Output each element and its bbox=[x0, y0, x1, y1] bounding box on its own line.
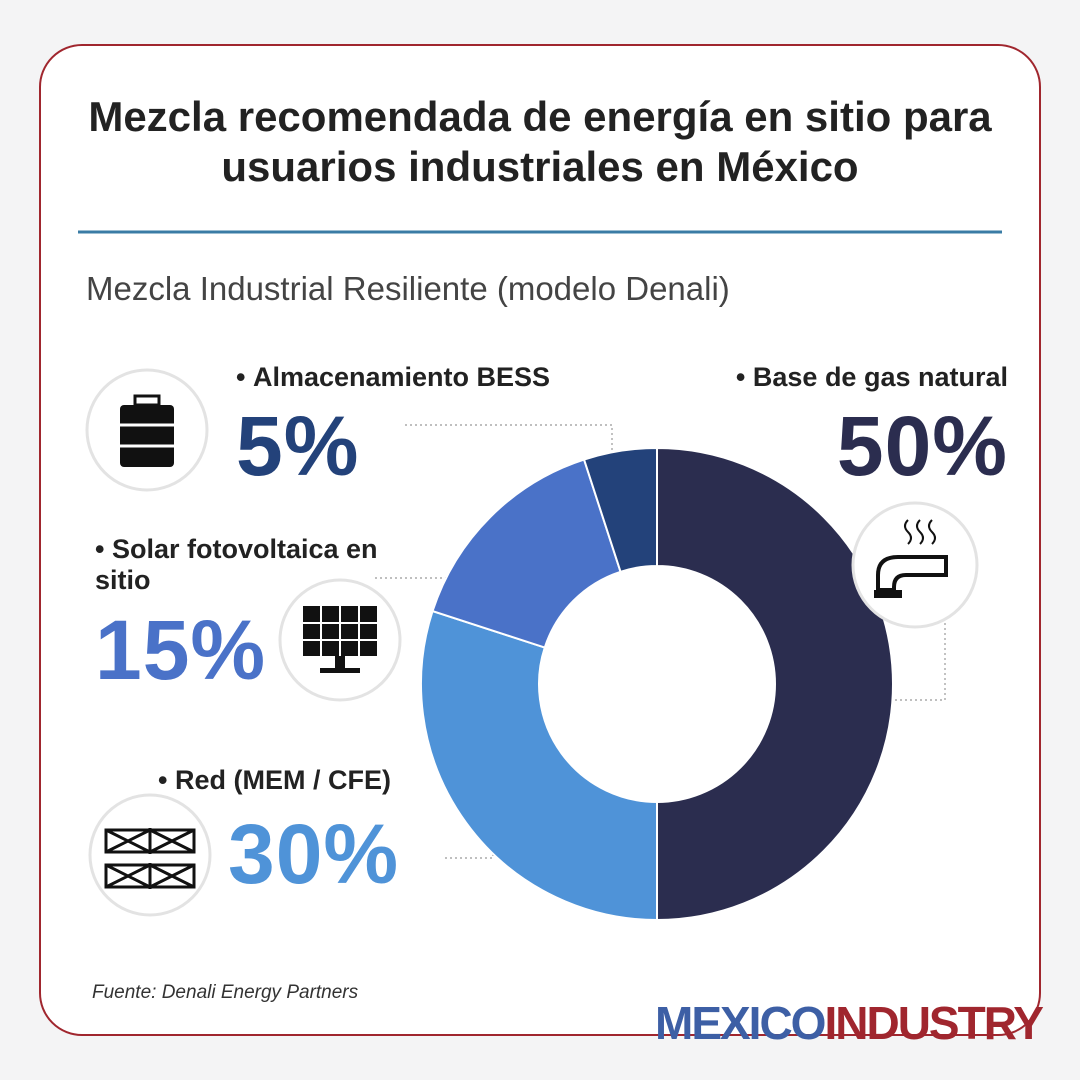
icons bbox=[85, 368, 979, 917]
chart-subtitle: Mezcla Industrial Resiliente (modelo Den… bbox=[86, 270, 730, 307]
donut-segment bbox=[582, 446, 658, 574]
value-label: 15% bbox=[95, 603, 267, 697]
donut-segment bbox=[431, 458, 622, 649]
donut bbox=[420, 446, 894, 922]
source: Fuente: Denali Energy Partners bbox=[92, 982, 359, 1003]
logo-right: INDUSTRY bbox=[824, 997, 1043, 1049]
value-label: 50% bbox=[836, 399, 1008, 493]
category-label: Red (MEM / CFE) bbox=[158, 765, 391, 796]
donut-segment bbox=[656, 446, 894, 922]
donut-segment bbox=[420, 609, 658, 922]
value-label: 5% bbox=[236, 399, 360, 493]
category-label: Solar fotovoltaica en sitio bbox=[95, 534, 385, 596]
logo: MEXICOINDUSTRY bbox=[655, 996, 1044, 1050]
leader-lines bbox=[375, 424, 946, 859]
value-label: 30% bbox=[228, 807, 400, 901]
category-label: Base de gas natural bbox=[736, 362, 1008, 393]
chart-title: Mezcla recomendada de energía en sitio p… bbox=[88, 93, 992, 191]
category-label: Almacenamiento BESS bbox=[236, 362, 550, 393]
logo-left: MEXICO bbox=[655, 997, 826, 1049]
